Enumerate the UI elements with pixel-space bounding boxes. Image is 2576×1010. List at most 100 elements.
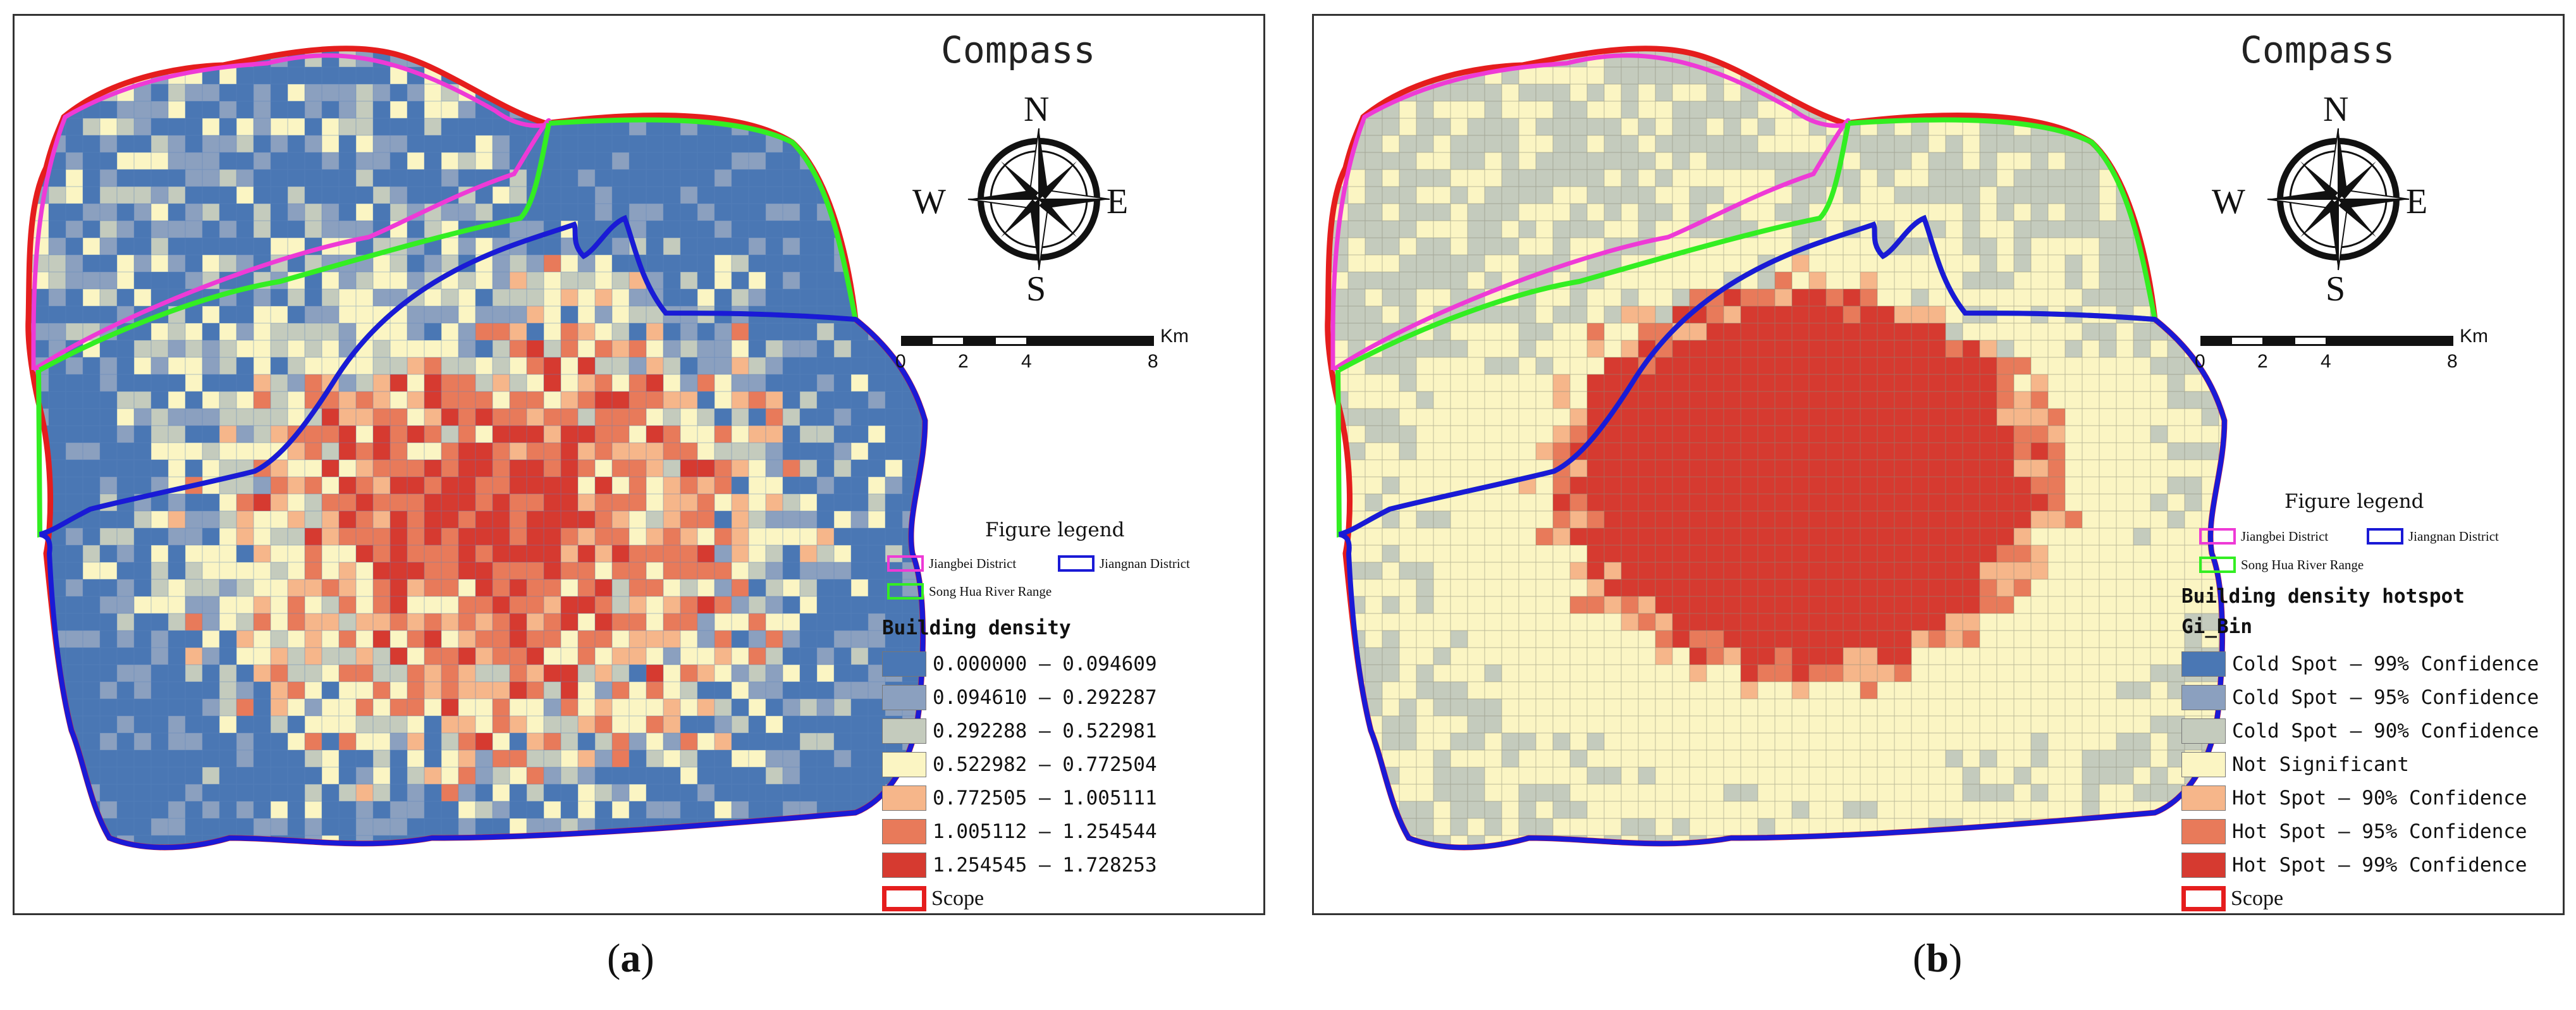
legend-class-label: Hot Spot — 95% Confidence	[2232, 820, 2527, 843]
legend-jiangbei: Jiangbei District	[887, 555, 1016, 572]
legend-river: Song Hua River Range	[2199, 557, 2364, 573]
river-swatch	[2199, 557, 2236, 573]
building-density-map	[15, 16, 1263, 913]
jiangbei-swatch	[887, 555, 924, 572]
legend-class-row: 1.005112 — 1.254544	[882, 818, 1157, 846]
legend-class-row: Cold Spot — 95% Confidence	[2181, 684, 2539, 711]
legend-jiangnan: Jiangnan District	[2367, 528, 2499, 545]
jiangbei-swatch	[2199, 528, 2236, 545]
scale-unit: Km	[1160, 326, 1189, 347]
legend-scope-row: Scope	[2181, 885, 2283, 913]
river-boundary	[39, 123, 551, 373]
compass-title: Compass	[2240, 28, 2395, 71]
river-swatch	[887, 583, 924, 600]
legend-class-swatch	[2181, 785, 2226, 811]
legend-class-swatch	[882, 785, 926, 811]
density-legend-title: Building density	[882, 617, 1071, 639]
scale-tick-0: 0	[2195, 351, 2205, 372]
legend-class-row: Hot Spot — 90% Confidence	[2181, 784, 2527, 812]
legend-class-row: Cold Spot — 99% Confidence	[2181, 650, 2539, 678]
legend-class-label: Not Significant	[2232, 753, 2409, 776]
legend-class-label: Hot Spot — 90% Confidence	[2232, 787, 2527, 810]
scale-tick-0: 0	[895, 351, 906, 372]
scale-unit: Km	[2460, 326, 2488, 347]
jiangnan-swatch	[2367, 528, 2403, 545]
legend-class-swatch	[2181, 685, 2226, 710]
legend-class-row: 0.772505 — 1.005111	[882, 784, 1157, 812]
map-panel-b: Compass N S E W 0 2 4 8 Km Figure legend…	[1312, 14, 2565, 915]
figure-legend-title: Figure legend	[985, 519, 1125, 541]
compass-west-label: W	[912, 182, 946, 221]
compass-rose-icon	[967, 128, 1110, 271]
legend-class-swatch	[2181, 718, 2226, 744]
legend-class-row: 0.522982 — 0.772504	[882, 751, 1157, 779]
map-panel-a: Compass N S E W 0 2 4 8 Km Figure legend…	[13, 14, 1265, 915]
scale-tick-4: 4	[1021, 351, 1032, 372]
jiangnan-boundary	[39, 214, 928, 850]
legend-class-swatch	[882, 819, 926, 844]
legend-jiangbei: Jiangbei District	[2199, 528, 2328, 545]
legend-class-swatch	[882, 718, 926, 744]
scope-label: Scope	[2231, 887, 2284, 910]
compass-south-label: S	[2326, 269, 2346, 309]
scale-tick-2: 2	[958, 351, 969, 372]
legend-class-row: Cold Spot — 90% Confidence	[2181, 717, 2539, 745]
legend-class-label: 1.254545 — 1.728253	[933, 854, 1157, 877]
legend-class-label: Cold Spot — 95% Confidence	[2232, 686, 2539, 709]
legend-class-swatch	[882, 651, 926, 677]
scope-label: Scope	[931, 887, 984, 910]
legend-class-swatch	[882, 752, 926, 777]
scope-swatch	[2181, 886, 2226, 911]
compass-title: Compass	[941, 28, 1096, 71]
figure-legend-title: Figure legend	[2285, 490, 2424, 513]
compass-west-label: W	[2212, 182, 2245, 221]
legend-scope-row: Scope	[882, 885, 984, 913]
hotspot-legend-title: Building density hotspot	[2181, 585, 2465, 608]
legend-class-label: Hot Spot — 99% Confidence	[2232, 854, 2527, 877]
legend-class-row: 1.254545 — 1.728253	[882, 851, 1157, 879]
caption-a: (a)	[607, 935, 654, 980]
caption-b: (b)	[1913, 935, 1963, 980]
legend-class-swatch	[2181, 853, 2226, 878]
scale-bar	[901, 336, 1154, 346]
legend-class-swatch	[882, 685, 926, 710]
legend-class-row: 0.000000 — 0.094609	[882, 650, 1157, 678]
compass-east-label: E	[2406, 182, 2428, 221]
jiangbei-boundary	[1332, 118, 1851, 372]
legend-class-label: Cold Spot — 90% Confidence	[2232, 720, 2539, 742]
legend-class-swatch	[2181, 651, 2226, 677]
scale-tick-4: 4	[2321, 351, 2331, 372]
scale-tick-8: 8	[1148, 351, 1158, 372]
legend-class-row: 0.094610 — 0.292287	[882, 684, 1157, 711]
legend-class-label: 0.000000 — 0.094609	[933, 653, 1157, 675]
legend-class-label: 0.772505 — 1.005111	[933, 787, 1157, 810]
compass-north-label: N	[2323, 90, 2349, 129]
legend-class-swatch	[2181, 752, 2226, 777]
jiangnan-swatch	[1058, 555, 1095, 572]
hotspot-map	[1314, 16, 2563, 913]
legend-class-row: Hot Spot — 95% Confidence	[2181, 818, 2527, 846]
scale-tick-8: 8	[2447, 351, 2458, 372]
hotspot-legend-subtitle: Gi_Bin	[2181, 615, 2252, 638]
compass-north-label: N	[1024, 90, 1050, 129]
jiangnan-boundary	[1338, 214, 2228, 850]
scale-bar	[2200, 336, 2453, 346]
legend-class-label: 1.005112 — 1.254544	[933, 820, 1157, 843]
legend-class-label: 0.292288 — 0.522981	[933, 720, 1157, 742]
legend-class-label: 0.522982 — 0.772504	[933, 753, 1157, 776]
compass-east-label: E	[1107, 182, 1129, 221]
compass-rose-icon	[2267, 128, 2410, 271]
legend-river: Song Hua River Range	[887, 583, 1052, 600]
legend-class-swatch	[882, 853, 926, 878]
compass-south-label: S	[1026, 269, 1046, 309]
legend-class-row: Not Significant	[2181, 751, 2409, 779]
scale-tick-2: 2	[2257, 351, 2268, 372]
river-boundary	[1338, 123, 1851, 373]
legend-class-row: Hot Spot — 99% Confidence	[2181, 851, 2527, 879]
legend-class-row: 0.292288 — 0.522981	[882, 717, 1157, 745]
scope-swatch	[882, 886, 926, 911]
legend-class-swatch	[2181, 819, 2226, 844]
legend-class-label: 0.094610 — 0.292287	[933, 686, 1157, 709]
jiangbei-boundary	[32, 118, 552, 372]
legend-class-label: Cold Spot — 99% Confidence	[2232, 653, 2539, 675]
